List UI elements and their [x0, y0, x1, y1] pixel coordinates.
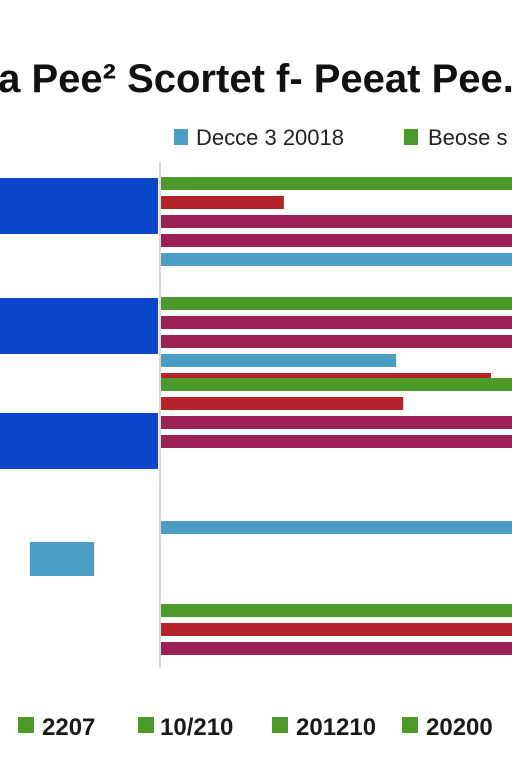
- left-block-2: [0, 298, 158, 354]
- bar-g1-b3: [161, 215, 512, 228]
- bar-g2-b1: [161, 297, 512, 310]
- bar-g3-b2: [161, 397, 404, 410]
- left-block-3: [0, 413, 158, 469]
- bar-g1-b5: [161, 253, 512, 266]
- bottom-swatch-2: [138, 717, 154, 733]
- bottom-label-4: 20200: [426, 714, 493, 741]
- chart-title: na Pee² Scortet f- Peeat Pee.T: [0, 57, 512, 101]
- top-legend: Decce 3 20018 Beose s: [174, 125, 508, 150]
- bar-g1-b2: [161, 196, 284, 209]
- bar-g4-b1: [161, 521, 512, 534]
- legend-swatch-2: [404, 129, 418, 145]
- bottom-legend: 2207 10/210 201210 20200: [18, 714, 493, 741]
- legend-label-2: Beose s: [428, 125, 508, 150]
- bar-g2-b4: [161, 354, 397, 367]
- left-blocks: [0, 178, 158, 576]
- left-block-4: [30, 542, 94, 576]
- bottom-label-1: 2207: [42, 714, 95, 741]
- bar-g3-b3: [161, 416, 512, 429]
- bottom-swatch-1: [18, 717, 34, 733]
- bar-g5-b1: [161, 604, 512, 617]
- bar-g3-b1: [161, 378, 512, 391]
- legend-label-1: Decce 3 20018: [196, 125, 344, 150]
- bottom-label-3: 201210: [296, 714, 376, 741]
- bottom-swatch-4: [402, 717, 418, 733]
- bottom-label-2: 10/210: [160, 714, 233, 741]
- bar-g1-b4: [161, 234, 512, 247]
- bar-g5-b2: [161, 623, 512, 636]
- bars: [161, 177, 512, 655]
- bar-g1-b1: [161, 177, 512, 190]
- legend-swatch-1: [174, 129, 188, 145]
- bar-g5-b3: [161, 642, 512, 655]
- bar-g2-b2: [161, 316, 512, 329]
- left-block-1: [0, 178, 158, 234]
- bar-g2-b3: [161, 335, 512, 348]
- bottom-swatch-3: [272, 717, 288, 733]
- bar-g3-b4: [161, 435, 512, 448]
